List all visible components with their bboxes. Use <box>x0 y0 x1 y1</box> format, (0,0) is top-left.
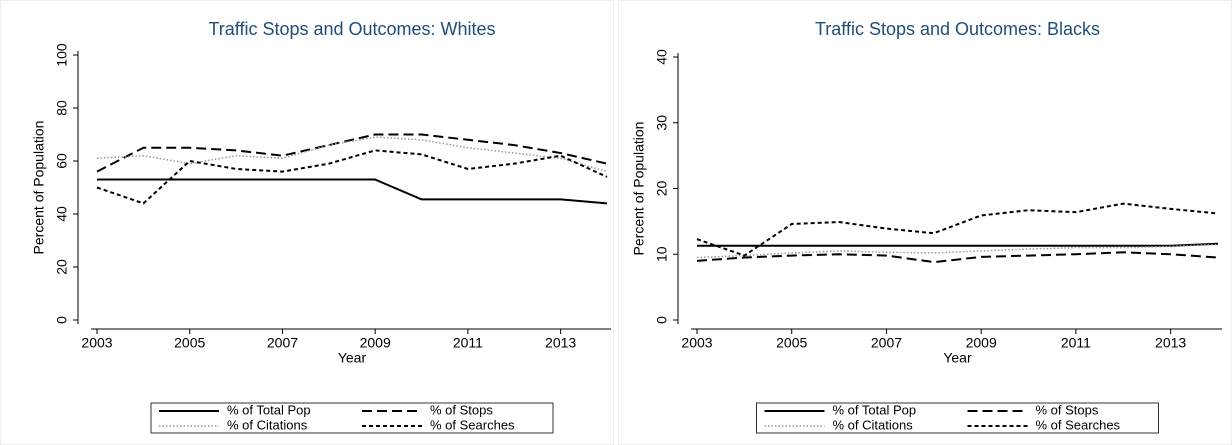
x-tick-label: 2005 <box>776 335 807 351</box>
series-line <box>96 149 608 205</box>
legend-box <box>150 402 554 434</box>
y-axis-title: Percent of Population <box>31 121 47 255</box>
x-tick-label: 2003 <box>81 335 112 351</box>
legend-label: % of Stops <box>430 402 493 417</box>
y-tick-label: 60 <box>54 153 70 169</box>
series-line <box>96 133 608 173</box>
y-tick-label: 80 <box>54 100 70 116</box>
legend-label: % of Citations <box>833 417 914 432</box>
legend-label: % of Total Pop <box>833 402 917 417</box>
x-tick-label: 2013 <box>545 335 576 351</box>
chart-frame <box>618 0 1232 445</box>
x-tick-label: 2013 <box>1155 335 1186 351</box>
legend-label: % of Searches <box>1036 417 1121 432</box>
y-axis-title: Percent of Population <box>631 122 647 256</box>
x-axis-title: Year <box>338 350 367 366</box>
series-line <box>696 251 1219 264</box>
y-tick-label: 40 <box>54 206 70 222</box>
x-tick-label: 2007 <box>871 335 902 351</box>
legend-box <box>756 402 1159 434</box>
y-tick-label: 0 <box>54 316 70 324</box>
legend-label: % of Stops <box>1036 402 1099 417</box>
x-tick-label: 2003 <box>681 335 712 351</box>
x-tick-label: 2009 <box>966 335 997 351</box>
series-line <box>696 202 1219 257</box>
legend-label: % of Searches <box>430 417 515 432</box>
x-axis-title: Year <box>943 350 972 366</box>
chart-title: Traffic Stops and Outcomes: Blacks <box>815 19 1100 39</box>
y-tick-label: 40 <box>654 49 670 65</box>
y-tick-label: 20 <box>54 259 70 275</box>
chart-frame <box>0 0 614 445</box>
x-tick-label: 2011 <box>453 335 483 351</box>
y-tick-label: 20 <box>654 181 670 197</box>
y-tick-label: 30 <box>654 115 670 131</box>
chart-title: Traffic Stops and Outcomes: Whites <box>208 19 495 39</box>
x-tick-label: 2011 <box>1061 335 1091 351</box>
series-line <box>97 178 608 205</box>
legend-label: % of Total Pop <box>227 402 311 417</box>
series-line <box>96 136 608 173</box>
y-tick-label: 100 <box>54 43 70 67</box>
legend-label: % of Citations <box>227 417 308 432</box>
y-tick-label: 0 <box>654 316 670 324</box>
x-tick-label: 2007 <box>267 335 298 351</box>
x-tick-label: 2005 <box>174 335 205 351</box>
x-tick-label: 2009 <box>360 335 391 351</box>
series-line <box>697 242 1219 247</box>
y-tick-label: 10 <box>654 246 670 262</box>
series-line <box>696 243 1219 259</box>
